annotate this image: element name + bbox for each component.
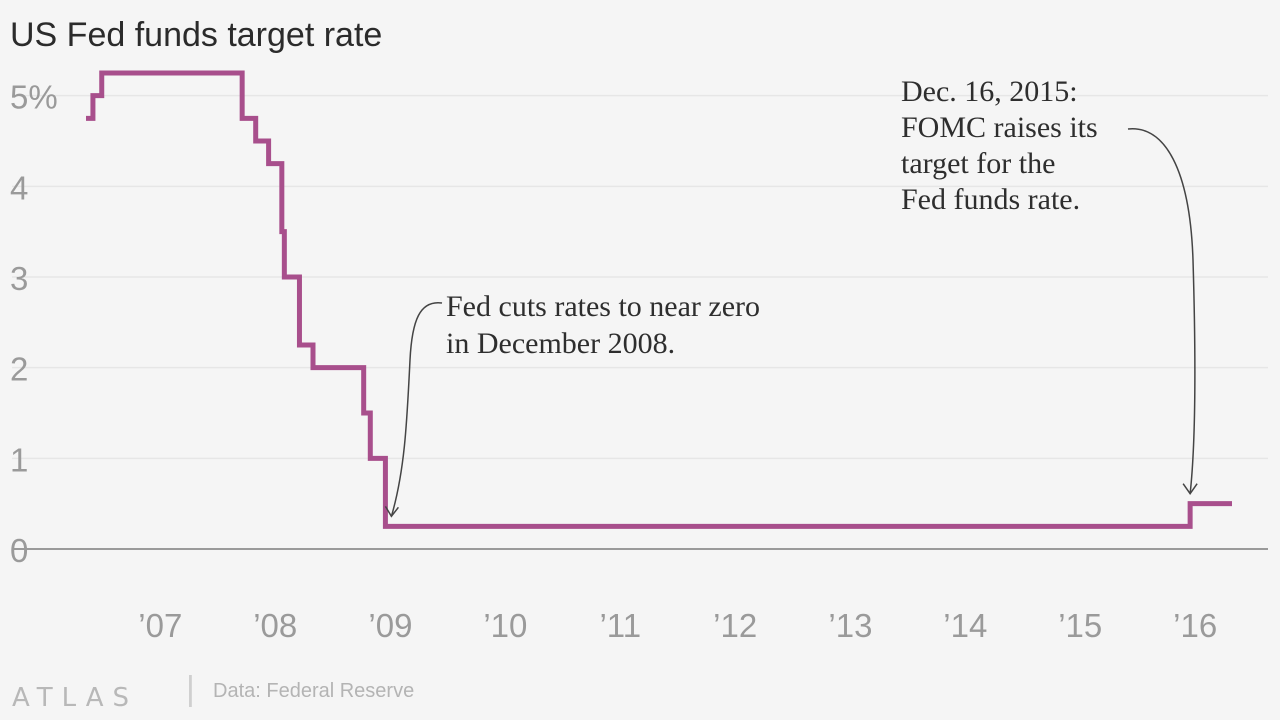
annotation-raise-line-2: FOMC raises its [901, 111, 1098, 144]
footer-separator: | [186, 670, 195, 708]
brand-logo: ATLAS [12, 683, 138, 713]
x-tick-label-1: ’08 [253, 607, 297, 644]
annotation-raise-arrowhead-icon [1182, 483, 1198, 495]
x-tick-label-8: ’15 [1058, 607, 1102, 644]
x-tick-label-2: ’09 [368, 607, 412, 644]
y-tick-label-2: 2 [10, 351, 28, 388]
y-tick-label-1: 1 [10, 441, 28, 478]
annotation-zero-line-2: in December 2008. [446, 327, 675, 360]
annotation-raise-line-3: target for the [901, 147, 1055, 180]
annotations: Fed cuts rates to near zero in December … [384, 75, 1198, 518]
x-tick-label-7: ’14 [943, 607, 987, 644]
footer: ATLAS | Data: Federal Reserve [12, 670, 414, 713]
y-tick-label-5: 5% [10, 79, 58, 116]
gridlines [12, 94, 1268, 550]
series-layer [86, 70, 1232, 529]
y-tick-label-0: 0 [10, 532, 28, 569]
x-tick-label-4: ’11 [599, 607, 641, 644]
x-tick-label-0: ’07 [138, 607, 182, 644]
source-note: Data: Federal Reserve [213, 680, 414, 702]
x-tick-label-9: ’16 [1173, 607, 1217, 644]
y-tick-label-4: 4 [10, 169, 28, 206]
annotation-zero-arrowhead-icon [384, 505, 400, 518]
annotation-raise-line-4: Fed funds rate. [901, 183, 1080, 216]
chart-title: US Fed funds target rate [10, 16, 382, 54]
annotation-zero-pointer [390, 302, 443, 517]
series-line-0 [86, 70, 1232, 529]
annotation-raise-pointer [1127, 128, 1196, 494]
x-tick-label-5: ’12 [713, 607, 757, 644]
x-tick-label-3: ’10 [483, 607, 527, 644]
x-tick-label-6: ’13 [828, 607, 872, 644]
annotation-zero-line-1: Fed cuts rates to near zero [446, 290, 760, 323]
annotation-raise-line-1: Dec. 16, 2015: [901, 75, 1078, 108]
x-axis-ticks: ’07 ’08 ’09 ’10 ’11 ’12 ’13 ’14 ’15 ’16 [138, 607, 1217, 644]
y-axis-ticks: 0 1 2 3 4 5% [10, 79, 58, 569]
y-tick-label-3: 3 [10, 260, 28, 297]
